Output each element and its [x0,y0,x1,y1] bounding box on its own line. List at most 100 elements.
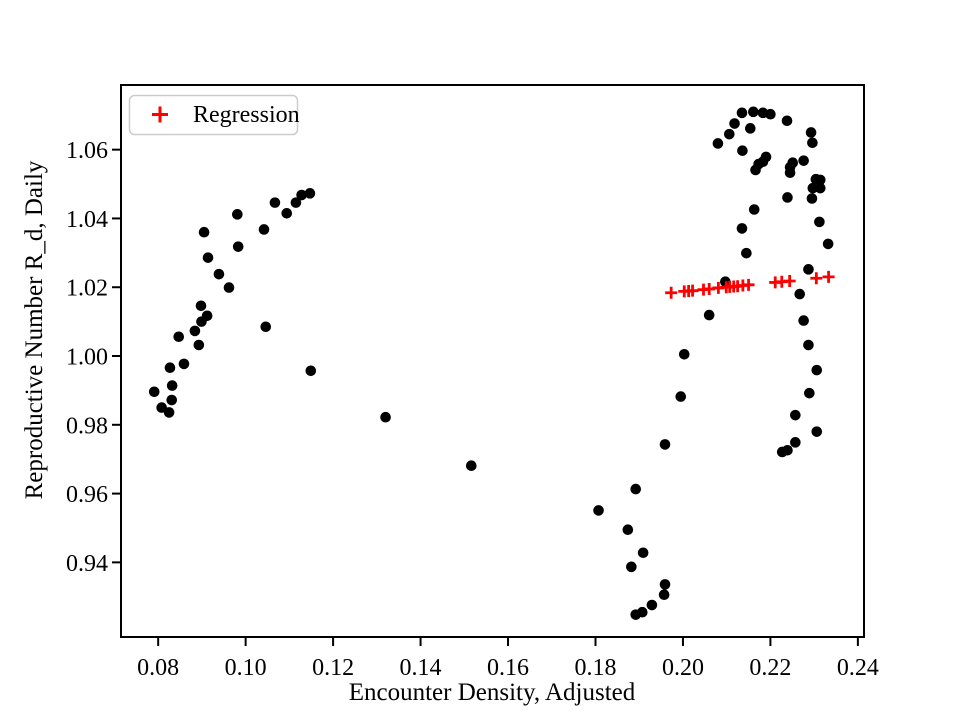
scatter-point [675,391,687,402]
scatter-point [811,426,823,437]
scatter-point [814,216,825,228]
scatter-point [637,547,649,559]
scatter-point [258,224,270,235]
scatter-point [803,339,814,351]
scatter-point [822,238,834,250]
scatter-point [736,223,748,234]
scatter-point [593,505,604,516]
scatter-point [807,182,819,194]
scatter-point [380,411,391,423]
scatter-point [782,444,793,456]
scatter-point [196,316,207,327]
scatter-point [148,386,160,398]
y-tick-label: 1.00 [66,345,108,371]
x-axis-ticks: 0.08 0.10 0.12 0.14 0.16 0.18 0.20 0.22 0.24 [137,637,879,681]
regression-point [665,286,678,299]
scatter-point [163,407,175,418]
scatter-point [798,315,809,326]
x-tick-label: 0.10 [225,655,267,681]
scatter-point [748,106,759,118]
regression-point [783,275,796,288]
scatter-point [804,387,815,399]
scatter-point [736,107,748,119]
scatter-point [659,579,671,590]
scatter-point [737,145,748,156]
scatter-point [790,437,801,448]
scatter-point [814,182,826,194]
scatter-point [748,204,760,215]
legend-box [128,94,299,136]
x-tick-label: 0.08 [137,655,179,681]
scatter-point [630,609,642,620]
y-axis-ticks: 0.94 0.96 0.98 1.00 1.02 1.04 1.06 [66,138,121,577]
scatter-point [296,189,307,201]
regression-point [822,270,835,283]
legend: Regression [128,94,300,136]
y-tick-label: 0.98 [66,413,108,439]
x-tick-label: 0.16 [487,655,529,681]
scatter-point [198,226,210,238]
scatter-point [195,300,207,312]
regression-point [686,284,699,297]
scatter-point [626,561,637,573]
x-tick-label: 0.22 [749,655,791,681]
scatter-point [744,123,756,134]
y-axis-label: Reproductive Number R_d, Daily [21,160,48,499]
scatter-point [811,364,823,376]
scatter-point [232,241,244,252]
x-axis-label: Encounter Density, Adjusted [349,679,636,706]
x-tick-label: 0.24 [837,655,879,681]
scatter-point [223,282,235,293]
x-tick-label: 0.14 [400,655,442,681]
y-tick-label: 1.02 [66,276,108,302]
scatter-point [178,358,190,370]
scatter-point [465,460,477,472]
scatter-point [765,108,776,120]
scatter-point [305,365,317,377]
scatter-point [794,288,806,300]
scatter-point [782,192,793,203]
y-tick-label: 0.96 [66,482,108,508]
plus-marker-icon [152,106,168,123]
scatter-point [166,394,178,406]
scatter-point [164,362,176,374]
scatter-point [630,483,642,495]
scatter-point [193,339,205,351]
x-tick-label: 0.12 [312,655,354,681]
scatter-point [622,524,634,535]
scatter-point [805,127,817,138]
scatter-point [807,137,818,149]
scatter-point [304,188,316,199]
scatter-point [784,167,796,179]
scatter-point [646,599,658,611]
scatter-point [659,439,671,450]
scatter-point [260,321,272,333]
scatter-point [814,174,826,186]
scatter-point [741,247,752,259]
x-tick-label: 0.20 [662,655,704,681]
y-tick-label: 1.06 [66,138,108,164]
scatter-point [281,207,293,219]
scatter-point [790,409,801,421]
scatter-point [189,325,201,337]
scatter-point [202,252,214,263]
regression-point [810,272,823,285]
scatter-point [781,115,793,127]
scatter-point [290,197,302,208]
scatter-point [232,209,243,220]
data-points [148,106,835,620]
scatter-point [173,331,185,343]
scatter-point [712,138,724,149]
scatter-point [269,197,281,208]
x-tick-label: 0.18 [574,655,616,681]
scatter-point [213,268,225,280]
plot-border [120,84,865,638]
regression-point [742,278,755,291]
scatter-point [806,193,818,204]
scatter-point [729,118,740,129]
scatter-point [724,128,735,140]
scatter-point [166,380,178,391]
scatter-point [678,348,690,360]
scatter-point [658,589,670,600]
